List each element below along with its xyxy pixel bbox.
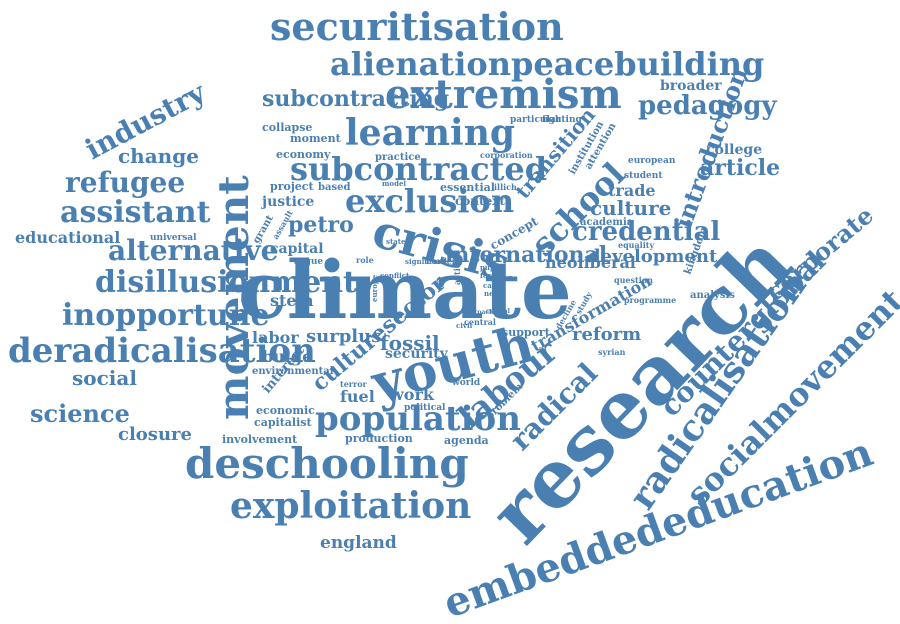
word-programme: universal <box>150 233 197 243</box>
word-assistant: inopportune <box>62 298 270 333</box>
word-involvement: capitalist <box>254 416 312 429</box>
word-question: syrian <box>598 347 626 357</box>
word-world: support <box>502 326 551 339</box>
word-environmental: collapse <box>262 121 312 134</box>
word-article: fossil <box>380 331 440 355</box>
word-science: development <box>588 246 718 267</box>
word-state: cause <box>483 281 506 290</box>
word-student: academia <box>580 217 634 228</box>
word-security: work <box>389 385 435 404</box>
word-moment: project <box>270 180 315 193</box>
word-problem: moment <box>290 132 342 145</box>
word-economic: production <box>345 432 413 445</box>
word-petro: international <box>445 242 607 268</box>
word-argue: essential <box>440 181 495 194</box>
word-deschooling: deschooling <box>185 439 469 488</box>
word-alienationpeacebuilding: alienationpeacebuilding <box>330 45 764 83</box>
word-action: nation <box>488 273 513 282</box>
word-deradicalisation: england <box>320 533 397 553</box>
word-closure: culture <box>590 196 671 220</box>
word-transition: subcontracting <box>262 86 449 112</box>
word-decline: state <box>386 237 406 246</box>
word-based: capital <box>270 241 324 257</box>
word-bulge: stem <box>270 291 314 310</box>
word-disillusionment: science <box>30 399 130 428</box>
word-institution: european <box>628 156 676 166</box>
word-universal: terror <box>340 379 368 389</box>
word-practice: particular <box>510 115 561 125</box>
word-change: alternative <box>108 234 278 267</box>
word-european: equality <box>618 240 654 250</box>
word-alternative: social <box>72 366 137 390</box>
word-credential: article <box>700 155 780 181</box>
word-climate: climate <box>238 243 572 337</box>
word-population: refugee <box>65 166 185 199</box>
word-union: exclusion <box>345 182 514 220</box>
word-inopportune: closure <box>118 424 192 445</box>
word-project: justice <box>260 194 314 210</box>
word-nation: critical <box>486 308 511 315</box>
word-college: reform <box>572 324 641 345</box>
word-need: conflict <box>380 271 410 280</box>
word-england: trade <box>608 181 656 200</box>
word-learning: learning <box>345 112 515 154</box>
word-reform: labor <box>252 328 299 347</box>
word-pupil: action <box>452 257 462 285</box>
word-subcontracting: educational <box>15 228 120 247</box>
word-capital: argue <box>294 257 323 267</box>
word-collapse: economy <box>276 148 331 161</box>
word-culturesector: pedagogy <box>638 91 777 121</box>
word-force: approach <box>462 309 494 316</box>
word-neoliberal: economic <box>256 404 315 417</box>
word-transformation: involvement <box>222 433 298 446</box>
word-economy: based <box>318 182 350 193</box>
word-production: political <box>404 403 446 413</box>
word-movement: movement <box>209 175 258 420</box>
word-labor: petro <box>288 212 354 238</box>
word-analysis: programme <box>624 295 676 305</box>
word-attention: student <box>624 171 663 181</box>
word-cause: pupil <box>480 263 501 272</box>
word-terror: central <box>464 317 496 327</box>
word-fossil: surplus <box>306 326 381 347</box>
word-conflict: europe <box>370 274 379 302</box>
word-context: practice <box>375 152 421 163</box>
word-securitisation: securitisation <box>270 4 564 49</box>
word-model: role <box>356 255 374 265</box>
word-development: college <box>706 142 762 158</box>
word-essential: corporation <box>480 150 533 160</box>
word-exclusion: change <box>118 144 199 168</box>
word-study: need <box>484 289 503 298</box>
word-europe: civil <box>456 321 473 330</box>
word-social: credential <box>572 217 720 247</box>
word-equality: analysis <box>690 290 735 301</box>
word-assault: world <box>451 378 481 388</box>
word-international: broader <box>660 78 722 94</box>
word-capitalist: agenda <box>444 434 489 447</box>
word-surplus: bulge <box>262 347 312 366</box>
word-kingdom: question <box>614 275 653 285</box>
word-political: environmental <box>252 366 334 377</box>
word-central: illich <box>494 182 517 192</box>
word-grant: context <box>455 194 505 208</box>
word-broader: fuel <box>340 387 375 406</box>
word-counterglobal: subcontracted <box>290 150 547 188</box>
word-fuel: neoliberal <box>545 253 636 272</box>
word-worker: population <box>315 399 521 439</box>
word-civil: force <box>480 271 501 280</box>
word-concept: significant <box>405 257 447 266</box>
word-pedagogy: assistant <box>60 195 211 230</box>
word-corporation: fighting <box>542 115 582 125</box>
word-extremism: extremism <box>385 71 622 118</box>
word-role: border <box>426 256 457 266</box>
word-exploitation: exploitation <box>230 485 471 527</box>
word-educational: deradicalisation <box>8 331 316 371</box>
word-support: model <box>382 179 406 188</box>
word-stem: security <box>385 346 449 362</box>
word-refugee: disillusionment <box>95 265 357 300</box>
